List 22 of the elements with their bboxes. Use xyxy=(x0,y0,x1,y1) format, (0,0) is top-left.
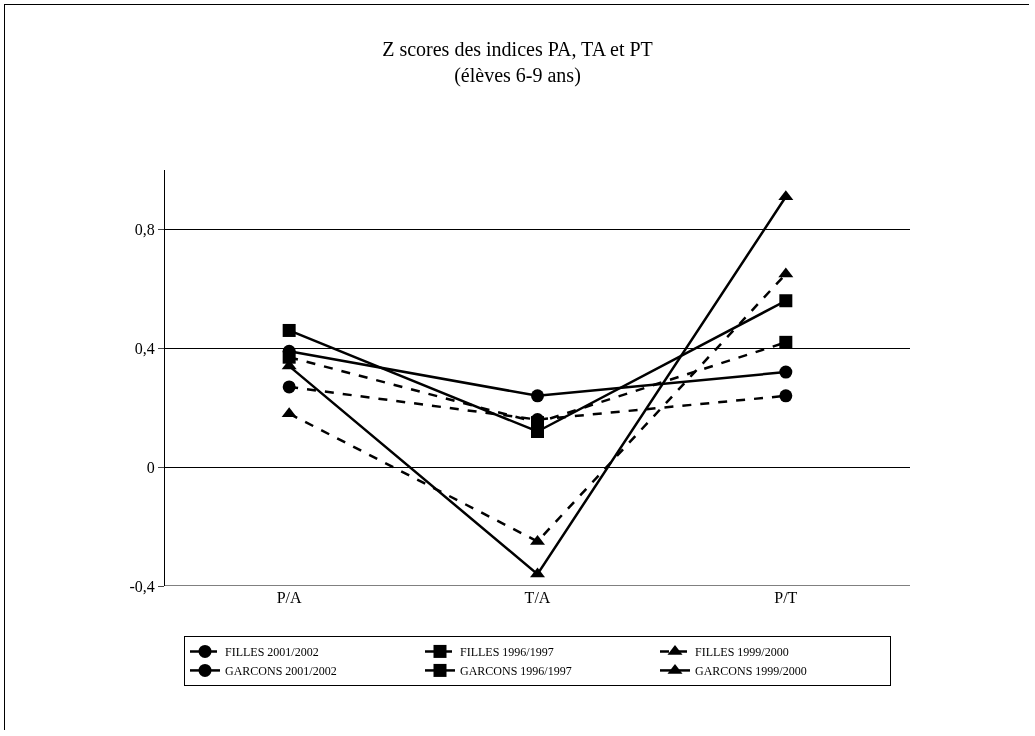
legend-label: FILLES 2001/2002 xyxy=(225,645,319,660)
chart-title: Z scores des indices PA, TA et PT xyxy=(382,37,653,60)
point xyxy=(779,389,793,403)
point xyxy=(779,335,793,349)
legend-label: GARCONS 1996/1997 xyxy=(460,664,572,679)
point xyxy=(282,323,296,337)
y-tick-label: 0,4 xyxy=(134,339,155,357)
y-tick-label: -0,4 xyxy=(129,577,155,595)
y-tick-label: 0 xyxy=(146,458,155,476)
legend-label: GARCONS 2001/2002 xyxy=(225,664,337,679)
y-tick-label: 0,8 xyxy=(134,221,155,239)
point xyxy=(779,365,793,379)
legend-label: FILLES 1999/2000 xyxy=(695,645,789,660)
x-tick-label: P/A xyxy=(276,589,303,606)
chart-subtitle: (élèves 6-9 ans) xyxy=(454,63,581,87)
point xyxy=(282,380,296,394)
point xyxy=(779,294,793,308)
point xyxy=(531,389,544,403)
x-tick-label: T/A xyxy=(524,589,551,606)
x-tick-label: P/T xyxy=(774,589,798,606)
legend-label: FILLES 1996/1997 xyxy=(460,645,554,660)
legend-label: GARCONS 1999/2000 xyxy=(695,664,807,679)
